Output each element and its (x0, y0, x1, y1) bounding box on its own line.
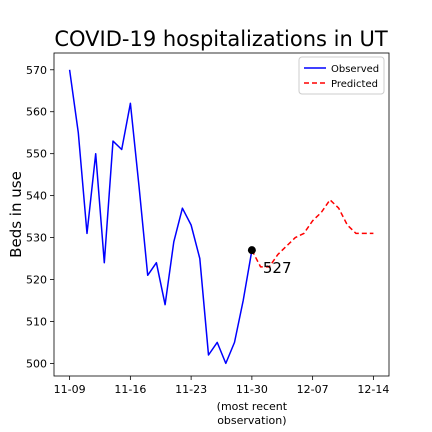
legend-box (298, 56, 385, 95)
y-tick-label: 570 (26, 64, 47, 77)
y-tick-label: 500 (26, 357, 47, 370)
y-axis-label: Beds in use (7, 171, 25, 258)
y-tick-label: 530 (26, 232, 47, 245)
legend-label-predicted: Predicted (331, 79, 378, 90)
series-line-predicted (251, 199, 374, 268)
x-tick-label: 11-23 (175, 383, 207, 396)
x-tick-label: 11-16 (114, 383, 146, 396)
chart-title: COVID-19 hospitalizations in UT (54, 27, 387, 51)
plot-frame (53, 52, 390, 377)
legend-label-observed: Observed (331, 64, 379, 75)
y-tick-label: 550 (26, 148, 47, 161)
latest-value-annotation: 527 (263, 259, 292, 277)
y-tick-label: 560 (26, 106, 47, 119)
x-tick-label: 12-07 (297, 383, 329, 396)
x-tick-label: 12-14 (357, 383, 389, 396)
x-tick-label: 11-09 (54, 383, 86, 396)
series-line-observed (68, 69, 253, 365)
latest-observation-marker (247, 246, 256, 255)
x-sublabel: observation) (217, 414, 286, 427)
y-tick-label: 520 (26, 274, 47, 287)
y-tick-label: 540 (26, 190, 47, 203)
x-tick-label: 11-30 (236, 383, 268, 396)
x-sublabel: (most recent (217, 400, 288, 413)
y-tick-label: 510 (26, 315, 47, 328)
